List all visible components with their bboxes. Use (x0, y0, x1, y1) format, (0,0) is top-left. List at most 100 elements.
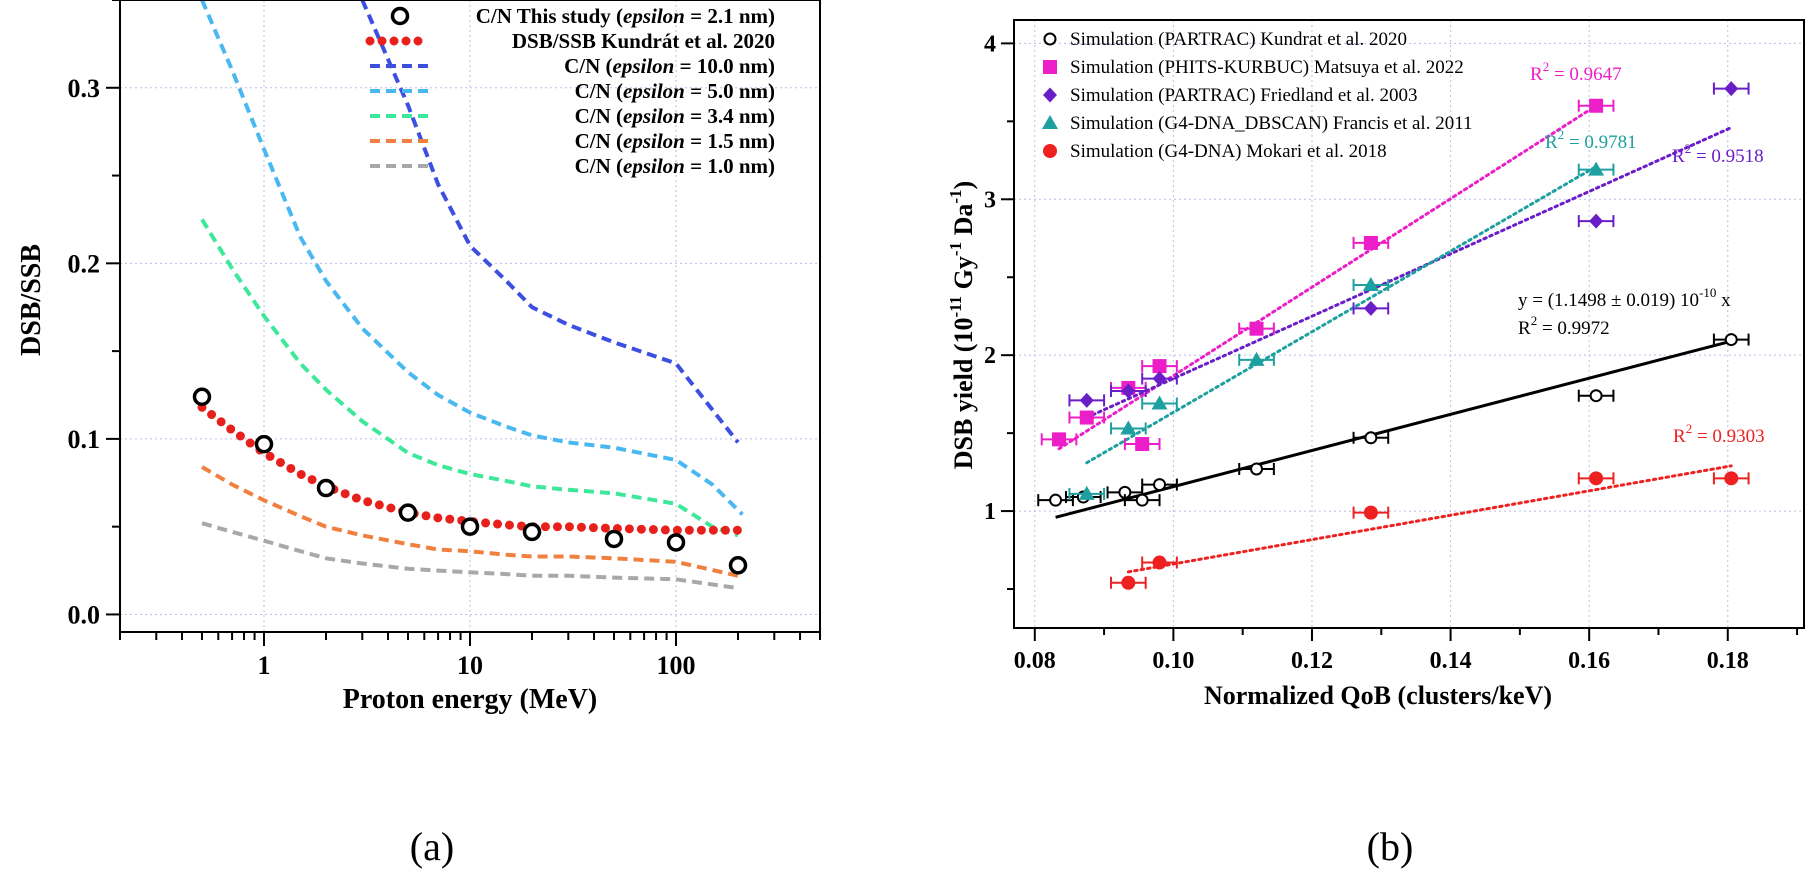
panel-b-data-point (1121, 575, 1136, 590)
panel-a-caption-label: (a) (410, 824, 454, 869)
panel-b-legend: Simulation (PARTRAC) Kundrat et al. 2020… (1042, 29, 1473, 162)
panel-a-y-tick-label: 0.1 (68, 425, 101, 454)
panel-b-data-point (1724, 471, 1739, 486)
panel-a-line-dashed (201, 521, 739, 591)
panel-b-x-tick-label: 0.12 (1291, 648, 1333, 674)
panel-b-fit-line (1055, 339, 1732, 519)
panel-b-data-point (1135, 437, 1150, 452)
panel-b-r2-label: R2 = 0.9303 (1673, 421, 1765, 447)
panel-b-r2-label: R2 = 0.9972 (1518, 313, 1610, 339)
panel-b-chart: 0.08 0.10 0.12 0.14 0.16 0.18 1 2 3 4 Simulation … (946, 19, 1805, 710)
panel-a-point-this-study (666, 533, 686, 552)
panel-a-legend-label: C/N (epsilon = 5.0 nm) (575, 79, 775, 103)
panel-b-y-axis-label: DSB yield (10-11 Gy-1 Da-1) (946, 181, 978, 469)
panel-a-point-this-study (254, 434, 274, 454)
panel-b-data-point (1078, 485, 1095, 500)
panel-b-data-point (1362, 277, 1379, 292)
panel-a-legend-label: C/N This study (epsilon = 2.1 nm) (476, 4, 775, 28)
panel-b-data-point (1589, 213, 1604, 229)
panel-b-fit-lines (1055, 104, 1733, 574)
panel-b-data-point (1079, 410, 1094, 425)
panel-a-line-dashed (200, 218, 739, 538)
panel-a-point-this-study (728, 556, 748, 575)
panel-a-legend-label: C/N (epsilon = 3.4 nm) (575, 104, 775, 128)
panel-b-r2-label: R2 = 0.9647 (1530, 59, 1622, 85)
panel-b-data-point (1589, 98, 1604, 113)
panel-a-legend-label: DSB/SSB Kundrát et al. 2020 (512, 29, 775, 53)
panel-b-y-tick-label: 4 (984, 31, 996, 57)
panel-b-data-point (1152, 555, 1167, 570)
panel-a-line-dashed (200, 0, 744, 516)
panel-a-line-kundrat (197, 402, 743, 535)
panel-a-gridlines (120, 0, 820, 632)
panel-b-x-axis-label: Normalized QoB (clusters/keV) (1204, 681, 1552, 710)
panel-b-r2-label: R2 = 0.9781 (1545, 127, 1637, 153)
panel-b-r2-label: R2 = 0.9518 (1672, 141, 1764, 167)
panel-a-line-dashed (200, 465, 739, 578)
panel-b-fit-equation: y = (1.1498 ± 0.019) 10-10 x (1518, 285, 1731, 311)
panel-b-ticks: 0.08 0.10 0.12 0.14 0.16 0.18 1 2 3 4 (984, 31, 1799, 674)
panel-b-data-point (1589, 389, 1603, 403)
panel-b-annotations: R2 = 0.9647 R2 = 0.9781 R2 = 0.9518 R2 = 0.… (1518, 59, 1765, 447)
panel-b-data-point (1079, 392, 1094, 408)
panel-a-x-tick-label: 1 (257, 651, 270, 680)
panel-b-legend-label: Simulation (G4-DNA) Mokari et al. 2018 (1070, 141, 1387, 162)
panel-a-legend-label: C/N (epsilon = 10.0 nm) (564, 54, 775, 78)
panel-b-legend-label: Simulation (PARTRAC) Kundrat et al. 2020 (1070, 29, 1407, 50)
panel-a-point-this-study (316, 478, 336, 498)
panel-b-caption-label: (b) (1367, 824, 1414, 869)
panel-a-point-this-study (604, 529, 624, 549)
panel-a-y-tick-label: 0.2 (68, 249, 101, 278)
panel-b-gridlines (1014, 20, 1804, 628)
panel-b-x-tick-label: 0.10 (1152, 648, 1194, 674)
panel-b-data-point (1151, 395, 1168, 410)
panel-a-x-axis-label: Proton energy (MeV) (343, 684, 598, 715)
panel-a-y-axis-label: DSB/SSB (16, 244, 47, 356)
panel-b-legend-marker (1043, 144, 1057, 158)
panel-a-ticks: 1 10 100 0.0 0.1 0.2 0.3 (68, 0, 821, 680)
panel-b-x-tick-label: 0.08 (1014, 648, 1056, 674)
panel-b-legend-label: Simulation (PARTRAC) Friedland et al. 20… (1070, 85, 1418, 106)
panel-b-data-point (1724, 333, 1738, 347)
panel-a-x-tick-label: 10 (457, 651, 483, 680)
panel-b-legend-label: Simulation (G4-DNA_DBSCAN) Francis et al… (1070, 113, 1473, 134)
panel-b-data-point (1588, 161, 1605, 176)
panel-b-fit-line (1085, 165, 1598, 465)
panel-b-fit-line (1126, 464, 1733, 574)
panel-a-chart: 1 10 100 0.0 0.1 0.2 0.3 C/N This study (epsil… (16, 0, 821, 715)
panel-a-y-tick-label: 0.3 (68, 74, 101, 103)
panel-a-x-tick-label: 100 (657, 651, 696, 680)
panel-b-y-tick-label: 3 (984, 187, 996, 213)
panel-b-data-point (1153, 478, 1167, 492)
panel-b-y-tick-label: 1 (984, 499, 996, 525)
panel-b-x-tick-label: 0.14 (1430, 648, 1472, 674)
panel-b-data-point (1248, 351, 1265, 366)
panel-b-fit-line (1057, 104, 1598, 451)
panel-a-point-this-study (398, 503, 418, 522)
panel-b-legend-marker (1043, 87, 1057, 103)
panel-a-legend-label: C/N (epsilon = 1.0 nm) (575, 154, 775, 178)
panel-b-data-point (1152, 359, 1167, 374)
panel-b-legend-label: Simulation (PHITS-KURBUC) Matsuya et al.… (1070, 57, 1464, 78)
panel-b-data-point (1724, 81, 1739, 97)
panel-b-data-point (1363, 505, 1378, 520)
panel-b-data-points (1037, 81, 1750, 590)
panel-a-y-tick-label: 0.0 (68, 600, 101, 629)
panel-b-data-point (1250, 462, 1264, 476)
panel-a-legend: C/N This study (epsilon = 2.1 nm)DSB/SSB… (365, 4, 775, 178)
panel-a-legend-marker (390, 6, 410, 26)
panel-b-data-point (1135, 493, 1149, 507)
panel-b-data-point (1363, 235, 1378, 250)
panel-b-x-tick-label: 0.18 (1707, 648, 1749, 674)
panel-a-series (192, 0, 748, 591)
panel-b-data-point (1052, 432, 1067, 447)
panel-b-data-point (1152, 371, 1167, 387)
panel-a-line-dashed (360, 0, 740, 444)
panel-b-data-point (1049, 493, 1063, 507)
panel-b-data-point (1120, 420, 1137, 435)
panel-b-data-point (1249, 321, 1264, 336)
panel-b-legend-marker (1042, 115, 1058, 129)
panel-b-x-tick-label: 0.16 (1568, 648, 1610, 674)
panel-b-fit-line (1085, 126, 1733, 420)
